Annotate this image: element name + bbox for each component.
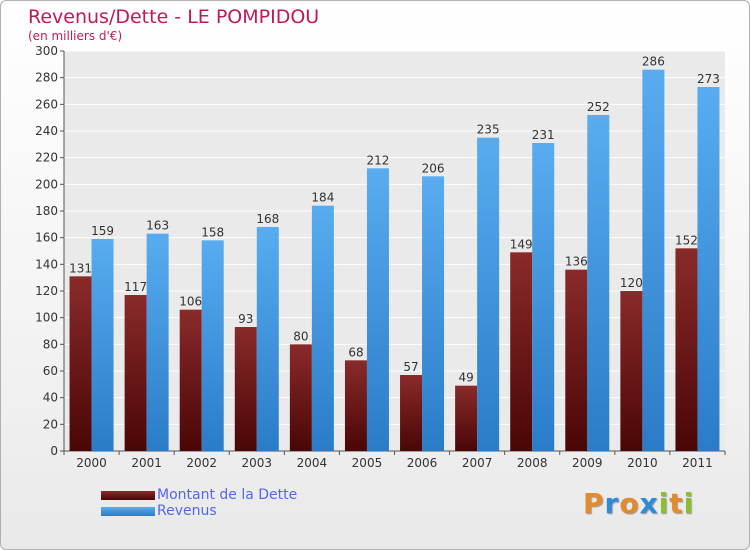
- data-label: 206: [422, 161, 445, 175]
- y-tick-label: 40: [43, 391, 58, 405]
- bar-revenus-2001: [146, 233, 169, 451]
- data-label: 120: [620, 276, 643, 290]
- logo-letter: t: [669, 487, 684, 520]
- data-label: 231: [532, 128, 555, 142]
- y-tick-label: 260: [35, 97, 58, 111]
- x-tick-label: 2011: [682, 456, 713, 470]
- x-tick-label: 2002: [186, 456, 217, 470]
- bar-dette-2006: [400, 375, 423, 451]
- data-label: 106: [179, 295, 202, 309]
- data-label: 184: [311, 191, 334, 205]
- bar-dette-2008: [510, 252, 533, 451]
- x-tick-label: 2008: [517, 456, 548, 470]
- bar-dette-2001: [124, 295, 147, 451]
- data-label: 158: [201, 225, 224, 239]
- data-label: 159: [91, 224, 114, 238]
- legend-item-dette: Montant de la Dette: [101, 487, 297, 503]
- y-tick-label: 240: [35, 124, 58, 138]
- logo-letter: o: [619, 487, 640, 520]
- proxiti-logo: Proxiti: [583, 487, 694, 520]
- y-tick-label: 100: [35, 311, 58, 325]
- y-tick-label: 300: [35, 44, 58, 58]
- data-label: 117: [124, 280, 147, 294]
- x-tick-label: 2000: [76, 456, 107, 470]
- legend-label-revenus: Revenus: [157, 503, 217, 519]
- data-label: 80: [293, 329, 308, 343]
- x-tick-label: 2003: [242, 456, 273, 470]
- data-label: 49: [458, 371, 473, 385]
- y-tick-label: 60: [43, 364, 58, 378]
- bar-revenus-2004: [311, 205, 334, 451]
- bar-revenus-2006: [422, 176, 445, 452]
- logo-letter: x: [639, 487, 659, 520]
- bar-revenus-2009: [587, 115, 610, 451]
- bar-dette-2005: [344, 360, 367, 451]
- bar-revenus-2008: [532, 143, 555, 451]
- y-tick-label: 220: [35, 151, 58, 165]
- bar-revenus-2003: [256, 227, 279, 451]
- x-tick-label: 2007: [462, 456, 493, 470]
- logo-letter: i: [658, 487, 670, 520]
- y-tick-label: 180: [35, 204, 58, 218]
- chart-subtitle: (en milliers d'€): [28, 29, 123, 43]
- data-label: 252: [587, 100, 610, 114]
- bar-dette-2002: [179, 309, 202, 451]
- y-tick-label: 280: [35, 71, 58, 85]
- y-tick-label: 80: [43, 337, 58, 351]
- data-label: 68: [348, 345, 363, 359]
- data-label: 149: [510, 237, 533, 251]
- y-tick-label: 20: [43, 417, 58, 431]
- x-tick-label: 2010: [627, 456, 658, 470]
- legend-item-revenus: Revenus: [101, 503, 297, 519]
- bar-dette-2009: [565, 269, 588, 451]
- bar-revenus-2007: [477, 137, 500, 451]
- data-label: 136: [565, 255, 588, 269]
- data-label: 212: [367, 153, 390, 167]
- data-label: 152: [675, 233, 698, 247]
- chart-title: Revenus/Dette - LE POMPIDOU: [28, 6, 320, 28]
- data-label: 163: [146, 219, 169, 233]
- y-tick-label: 120: [35, 284, 58, 298]
- y-tick-label: 160: [35, 231, 58, 245]
- bar-dette-2000: [69, 276, 92, 451]
- logo-letter: r: [604, 487, 620, 520]
- legend-swatch-dette: [101, 490, 155, 500]
- x-tick-label: 2001: [131, 456, 162, 470]
- data-label: 57: [403, 360, 418, 374]
- legend-label-dette: Montant de la Dette: [157, 487, 298, 503]
- data-label: 273: [697, 72, 720, 86]
- x-tick-label: 2004: [297, 456, 328, 470]
- y-tick-label: 0: [50, 444, 58, 458]
- x-tick-label: 2009: [572, 456, 603, 470]
- data-label: 131: [69, 261, 92, 275]
- data-label: 286: [642, 55, 665, 69]
- legend-swatch-revenus: [101, 506, 155, 516]
- y-tick-label: 140: [35, 257, 58, 271]
- bar-dette-2004: [289, 344, 312, 451]
- bar-revenus-2005: [366, 168, 389, 452]
- bar-revenus-2000: [91, 239, 114, 451]
- plot-area: [64, 51, 725, 451]
- bar-dette-2003: [234, 327, 257, 451]
- logo-letter: P: [583, 487, 605, 520]
- data-label: 93: [238, 312, 253, 326]
- data-label: 235: [477, 123, 500, 137]
- bar-revenus-2002: [201, 240, 224, 451]
- bar-revenus-2010: [642, 69, 665, 452]
- logo-letter: i: [683, 487, 695, 520]
- bar-dette-2007: [455, 385, 478, 451]
- x-tick-label: 2005: [352, 456, 383, 470]
- bar-dette-2011: [675, 248, 698, 451]
- x-tick-label: 2006: [407, 456, 438, 470]
- bar-dette-2010: [620, 291, 643, 451]
- data-label: 168: [256, 212, 279, 226]
- legend: Montant de la Dette Revenus: [101, 487, 297, 519]
- y-tick-label: 200: [35, 177, 58, 191]
- bar-revenus-2011: [697, 87, 720, 451]
